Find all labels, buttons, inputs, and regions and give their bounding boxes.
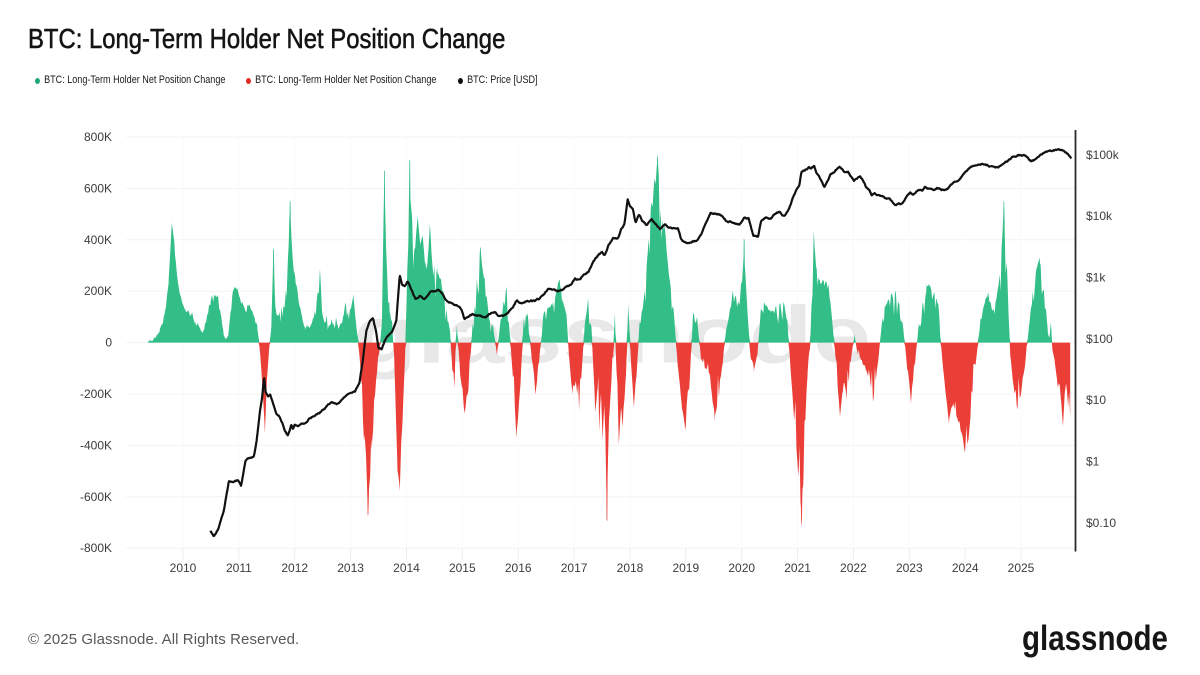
svg-text:2010: 2010 <box>170 561 197 575</box>
svg-text:200K: 200K <box>84 284 112 298</box>
svg-text:-200K: -200K <box>80 387 112 401</box>
svg-text:$10: $10 <box>1086 393 1106 407</box>
svg-text:$100: $100 <box>1086 332 1113 346</box>
svg-text:2025: 2025 <box>1008 561 1035 575</box>
svg-text:800K: 800K <box>84 130 112 144</box>
svg-text:2012: 2012 <box>281 561 308 575</box>
svg-text:0: 0 <box>105 336 112 350</box>
svg-text:2017: 2017 <box>561 561 588 575</box>
svg-text:$100k: $100k <box>1086 148 1120 162</box>
svg-text:2018: 2018 <box>617 561 644 575</box>
svg-text:2021: 2021 <box>784 561 811 575</box>
svg-text:2015: 2015 <box>449 561 476 575</box>
svg-text:$10k: $10k <box>1086 209 1113 223</box>
svg-text:400K: 400K <box>84 233 112 247</box>
svg-text:2023: 2023 <box>896 561 923 575</box>
svg-text:-600K: -600K <box>80 490 112 504</box>
svg-text:2014: 2014 <box>393 561 420 575</box>
svg-text:2016: 2016 <box>505 561 532 575</box>
svg-text:$1k: $1k <box>1086 271 1106 285</box>
svg-text:2013: 2013 <box>337 561 364 575</box>
svg-text:$0.10: $0.10 <box>1086 516 1116 530</box>
svg-text:2022: 2022 <box>840 561 867 575</box>
svg-text:2020: 2020 <box>728 561 755 575</box>
svg-text:2024: 2024 <box>952 561 979 575</box>
svg-text:600K: 600K <box>84 181 112 195</box>
svg-text:2011: 2011 <box>226 561 252 575</box>
svg-text:2019: 2019 <box>672 561 699 575</box>
svg-text:-400K: -400K <box>80 438 112 452</box>
svg-text:$1: $1 <box>1086 455 1100 469</box>
svg-text:-800K: -800K <box>80 541 112 555</box>
